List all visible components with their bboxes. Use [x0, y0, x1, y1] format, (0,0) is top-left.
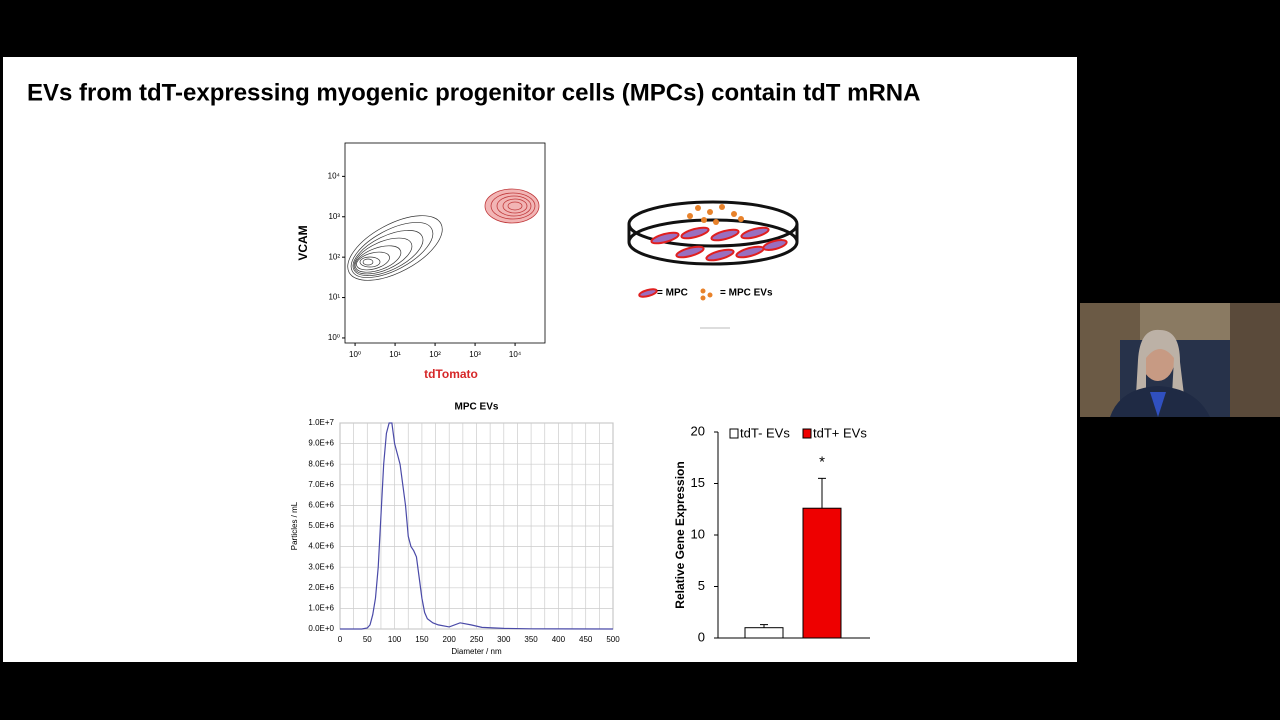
y-axis-label: VCAM [296, 225, 310, 260]
y-tick-label: 1.0E+6 [308, 604, 334, 613]
x-tick-label: 10⁴ [509, 350, 522, 359]
chart-title: MPC EVs [455, 402, 499, 413]
plot-frame [344, 142, 546, 344]
bar [802, 507, 842, 639]
y-tick-label: 3.0E+6 [308, 562, 334, 571]
x-axis-label: tdTomato [424, 367, 478, 381]
annotation: * [819, 453, 825, 470]
x-tick-label: 10¹ [389, 350, 401, 359]
x-tick-label: 100 [388, 635, 402, 644]
y-tick-label: 4.0E+6 [308, 542, 334, 551]
y-tick-label: 0.0E+0 [308, 624, 334, 633]
diagram-legend: = MPC [657, 288, 688, 299]
slide-title: EVs from tdT-expressing myogenic progeni… [27, 79, 920, 106]
x-tick-label: 150 [415, 635, 429, 644]
x-tick-label: 450 [579, 635, 593, 644]
x-tick-label: 200 [443, 635, 457, 644]
x-tick-label: 500 [606, 635, 620, 644]
x-tick-label: 10³ [469, 350, 481, 359]
y-tick-label: 2.0E+6 [308, 583, 334, 592]
y-tick-label: 6.0E+6 [308, 501, 334, 510]
y-tick-label: 7.0E+6 [308, 480, 334, 489]
x-tick-label: 300 [497, 635, 511, 644]
y-tick-label: 5 [698, 578, 705, 593]
y-tick-label: 10¹ [328, 293, 340, 302]
contours-red [484, 188, 540, 224]
x-tick-label: 400 [552, 635, 566, 644]
series-line [340, 422, 614, 630]
y-tick-label: 10² [328, 252, 340, 261]
y-tick-label: 10 [691, 526, 705, 541]
x-axis-label: Diameter / nm [451, 647, 502, 656]
contours [347, 215, 443, 281]
slide [3, 57, 1077, 662]
diagram-legend: = MPC EVs [720, 288, 773, 299]
y-tick-label: 5.0E+6 [308, 521, 334, 530]
legend-swatch [729, 428, 739, 439]
bar [744, 627, 784, 639]
y-tick-label: 15 [691, 475, 705, 490]
y-tick-label: 8.0E+6 [308, 459, 334, 468]
x-tick-label: 50 [363, 635, 372, 644]
y-axis-label: Relative Gene Expression [673, 461, 687, 608]
x-tick-label: 250 [470, 635, 484, 644]
x-tick-label: 350 [524, 635, 538, 644]
y-tick-label: 20 [691, 423, 705, 438]
x-tick-label: 0 [338, 635, 343, 644]
y-tick-label: 10⁰ [328, 333, 340, 342]
y-tick-label: 9.0E+6 [308, 439, 334, 448]
y-tick-label: 10³ [328, 212, 340, 221]
legend-label: tdT- EVs [740, 425, 790, 440]
legend-label: tdT+ EVs [813, 425, 867, 440]
legend-swatch [802, 428, 812, 439]
x-tick-label: 10⁰ [349, 350, 361, 359]
y-tick-label: 1.0E+7 [308, 418, 334, 427]
y-tick-label: 0 [698, 629, 705, 644]
x-tick-label: 10² [429, 350, 441, 359]
dish-diagram [627, 200, 799, 329]
webcam [1080, 303, 1280, 417]
y-tick-label: 10⁴ [328, 171, 341, 180]
y-axis-label: Particles / mL [290, 501, 299, 550]
